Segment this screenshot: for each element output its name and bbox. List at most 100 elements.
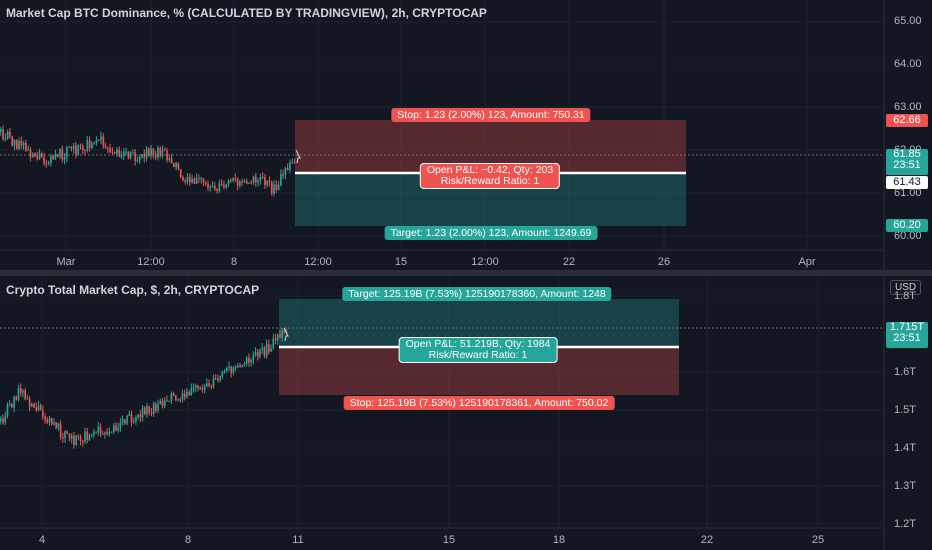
- stop-label[interactable]: Stop: 1.23 (2.00%) 123, Amount: 750.31: [391, 108, 591, 122]
- candle-body: [270, 182, 273, 194]
- candle-body: [4, 416, 7, 423]
- candle-body: [243, 181, 246, 183]
- target-label[interactable]: Target: 125.19B (7.53%) 125190178360, Am…: [342, 287, 612, 301]
- candle-body: [97, 139, 100, 141]
- candle-body: [237, 365, 239, 368]
- candle-body: [88, 435, 91, 440]
- candle-body: [188, 176, 191, 183]
- candle-body: [217, 378, 219, 381]
- x-tick: 15: [394, 256, 408, 268]
- y-tick: 61.00: [894, 187, 922, 199]
- candle-body: [192, 387, 195, 389]
- position-info-box[interactable]: Open P&L: 51.219B, Qty: 1984 Risk/Reward…: [398, 337, 558, 363]
- candle-body: [146, 406, 148, 415]
- candle-body: [15, 140, 18, 149]
- total-market-cap-chart[interactable]: [0, 276, 932, 550]
- stop-label[interactable]: Stop: 125.19B (7.53%) 125190178361, Amou…: [343, 396, 615, 410]
- candle-body: [214, 186, 216, 190]
- candle-body: [68, 433, 71, 439]
- candle-body: [17, 387, 20, 400]
- open-pnl: Open P&L: −0.42, Qty: 203: [426, 164, 554, 176]
- target-label[interactable]: Target: 1.23 (2.00%) 123, Amount: 1249.6…: [384, 226, 598, 240]
- candle-body: [163, 400, 166, 407]
- candle-body: [73, 435, 75, 446]
- y-tick: 65.00: [894, 15, 922, 27]
- candle-body: [101, 433, 104, 435]
- candle-body: [81, 441, 84, 443]
- candle-body: [86, 140, 89, 151]
- candle-body: [33, 403, 35, 408]
- candle-body: [137, 414, 139, 418]
- candle-body: [163, 150, 166, 152]
- candle-body: [273, 184, 275, 194]
- candle-body: [26, 398, 29, 400]
- candle-body: [152, 148, 155, 156]
- candle-body: [190, 388, 193, 396]
- candle-body: [107, 147, 109, 149]
- candle-body: [77, 435, 80, 437]
- candle-body: [55, 422, 57, 429]
- candle-body: [86, 431, 89, 440]
- candle-body: [272, 338, 275, 349]
- candle-body: [245, 181, 248, 184]
- candle-body: [8, 403, 11, 405]
- candle-body: [159, 400, 162, 405]
- btc-dominance-chart[interactable]: [0, 0, 932, 270]
- candle-body: [28, 398, 31, 407]
- candle-body: [59, 423, 62, 438]
- candle-body: [220, 183, 223, 185]
- candle-body: [20, 140, 23, 146]
- candle-body: [129, 152, 132, 158]
- pane-divider[interactable]: [0, 270, 932, 276]
- candle-body: [184, 180, 187, 182]
- candle-body: [157, 148, 159, 158]
- candle-body: [4, 138, 7, 140]
- candle-body: [188, 392, 190, 396]
- position-info-box[interactable]: Open P&L: −0.42, Qty: 203 Risk/Reward Ra…: [419, 163, 561, 189]
- candle-body: [79, 145, 82, 147]
- candle-body: [161, 150, 164, 156]
- candle-body: [181, 393, 184, 400]
- y-tick: 63.00: [894, 101, 922, 113]
- candle-body: [136, 160, 139, 162]
- candle-body: [31, 403, 33, 407]
- candle-body: [124, 419, 126, 424]
- candle-body: [241, 181, 244, 183]
- candle-body: [11, 136, 14, 146]
- total-market-cap-pane[interactable]: Crypto Total Market Cap, $, 2h, CRYPTOCA…: [0, 276, 932, 550]
- candle-body: [116, 149, 118, 154]
- candle-body: [268, 343, 270, 352]
- candle-body: [70, 146, 73, 149]
- candle-body: [155, 403, 157, 411]
- candle-body: [91, 143, 93, 148]
- candle-body: [225, 184, 228, 188]
- currency-button[interactable]: USD: [890, 280, 922, 295]
- candle-body: [166, 150, 168, 161]
- candle-body: [18, 140, 20, 149]
- candle-body: [183, 393, 186, 397]
- candle-body: [179, 169, 182, 178]
- candle-body: [275, 184, 278, 191]
- open-pnl: Open P&L: 51.219B, Qty: 1984: [405, 338, 551, 350]
- candle-body: [115, 425, 117, 431]
- candle-body: [204, 182, 207, 185]
- candle-body: [265, 343, 268, 356]
- candle-body: [120, 155, 123, 157]
- candle-body: [263, 347, 266, 356]
- candle-body: [293, 162, 296, 164]
- candle-body: [270, 348, 272, 352]
- candle-body: [37, 405, 40, 411]
- candle-body: [90, 435, 93, 437]
- candle-body: [268, 180, 271, 183]
- candle-body: [38, 153, 41, 159]
- candle-body: [79, 436, 82, 442]
- candle-body: [111, 152, 114, 154]
- btc-dominance-pane[interactable]: Market Cap BTC Dominance, % (CALCULATED …: [0, 0, 932, 270]
- candle-body: [159, 148, 162, 156]
- candle-body: [102, 136, 105, 146]
- candle-body: [254, 352, 257, 355]
- candle-body: [191, 178, 193, 183]
- candle-body: [104, 432, 106, 434]
- candle-body: [239, 365, 241, 367]
- x-tick: Apr: [798, 256, 816, 268]
